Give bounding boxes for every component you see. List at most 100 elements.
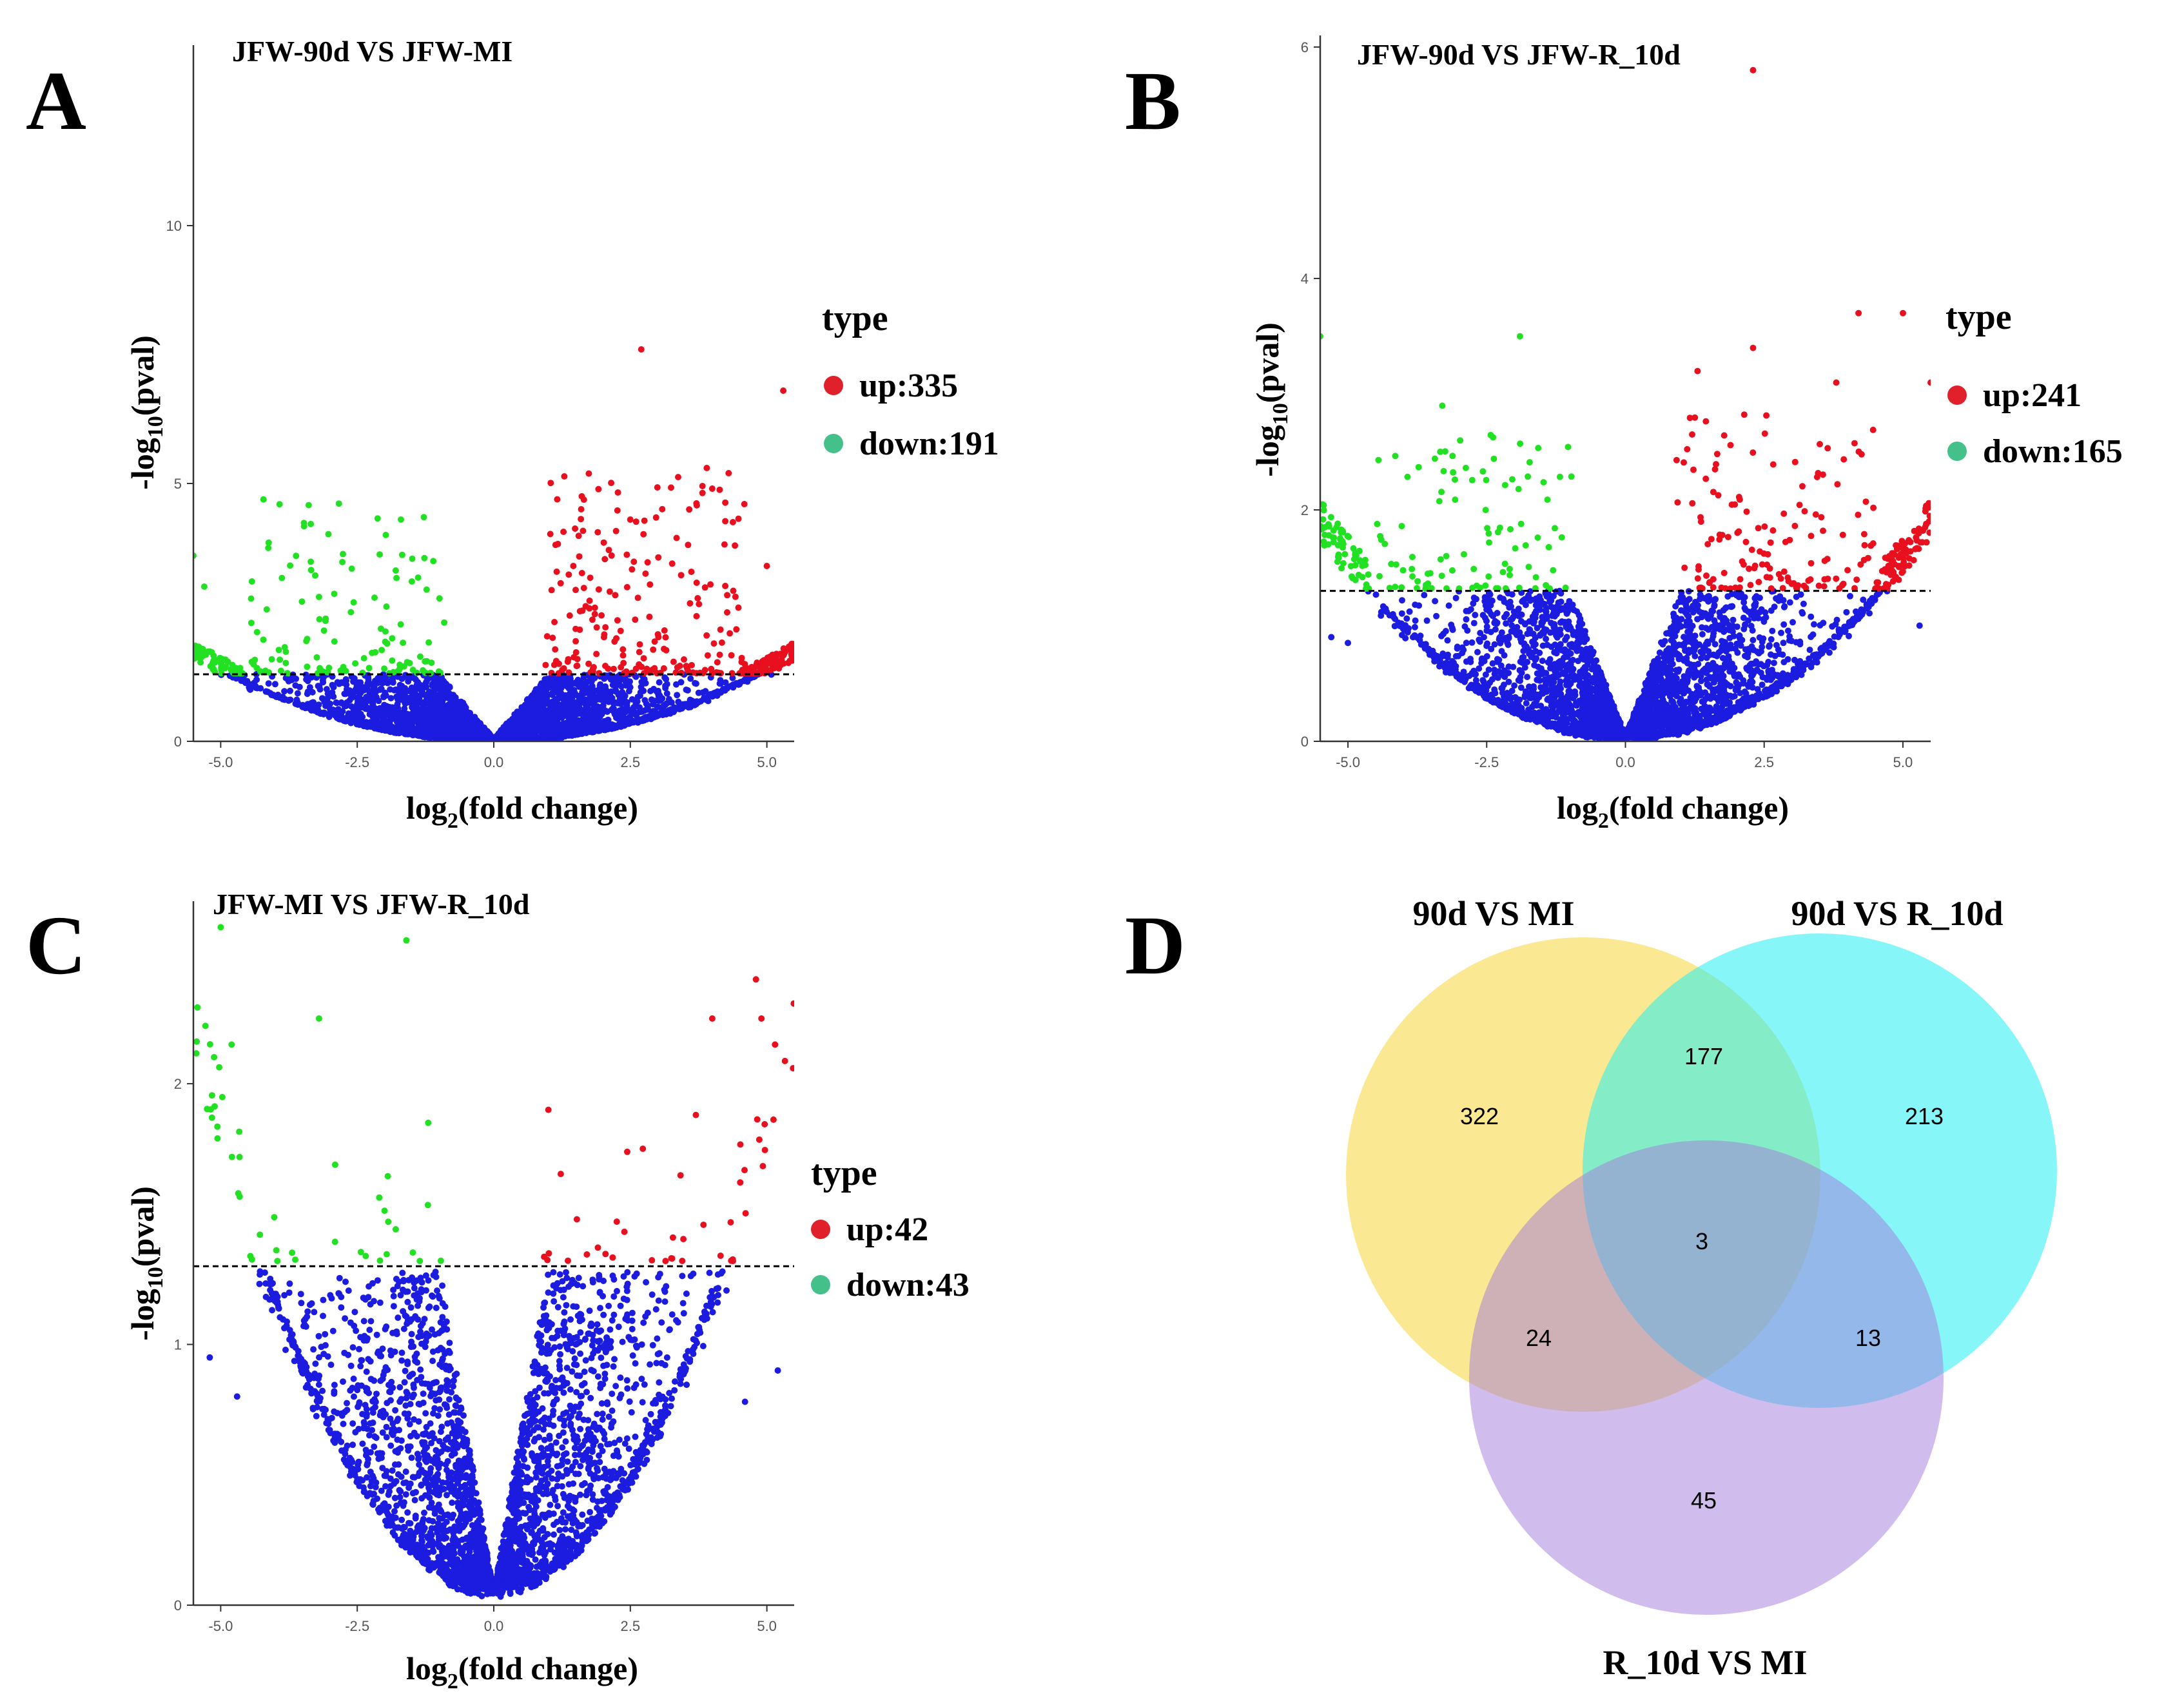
ns-point <box>663 708 670 715</box>
down-point <box>304 663 311 670</box>
ns-point <box>1742 622 1749 629</box>
ns-point <box>387 686 394 693</box>
up-point <box>693 502 700 509</box>
up-point <box>623 551 630 558</box>
ns-point <box>1546 598 1554 605</box>
ns-point <box>279 694 286 700</box>
down-point <box>316 616 323 623</box>
down-point <box>423 586 430 593</box>
down-point <box>200 652 207 659</box>
ns-point <box>562 677 569 684</box>
up-point <box>703 632 710 639</box>
ns-point <box>595 716 602 723</box>
ns-point <box>451 720 458 727</box>
down-point <box>339 668 346 675</box>
ns-point <box>705 694 711 701</box>
ns-point <box>673 681 679 688</box>
ns-point <box>1465 607 1472 614</box>
ns-point <box>536 734 543 741</box>
up-point <box>632 616 639 623</box>
up-point <box>576 608 583 615</box>
down-point <box>374 515 381 522</box>
ns-point <box>1398 610 1405 617</box>
up-point <box>594 529 601 536</box>
ns-point <box>587 674 594 681</box>
down-point <box>360 655 367 662</box>
up-point <box>614 617 621 624</box>
ns-point <box>285 678 292 685</box>
ns-point <box>1483 653 1490 660</box>
ns-point <box>413 708 420 715</box>
down-point <box>350 599 357 606</box>
up-point <box>566 612 573 619</box>
up-point <box>574 662 581 669</box>
up-point <box>554 540 561 547</box>
ns-point <box>329 681 336 688</box>
ns-point <box>659 703 667 710</box>
up-point <box>542 661 549 668</box>
up-point <box>728 652 735 659</box>
ns-point <box>401 705 408 712</box>
plot-title: JFW-90d VS JFW-MI <box>232 35 512 68</box>
up-point <box>636 649 643 656</box>
ns-point <box>442 721 449 728</box>
ns-point <box>610 709 618 716</box>
ns-point <box>330 693 337 700</box>
up-point <box>593 650 600 658</box>
up-point <box>686 506 693 513</box>
ns-point <box>1477 630 1484 636</box>
ns-point <box>371 687 378 694</box>
ns-point <box>587 708 594 714</box>
ns-point <box>590 697 598 705</box>
ns-point <box>468 723 475 730</box>
down-point <box>339 558 346 565</box>
down-point <box>293 552 300 560</box>
up-point <box>580 585 587 592</box>
ns-point <box>487 736 494 741</box>
up-point <box>593 624 600 631</box>
ns-point <box>1454 645 1461 652</box>
ns-point <box>377 685 384 692</box>
up-point <box>608 480 615 487</box>
ns-point <box>431 727 438 734</box>
ns-point <box>1472 612 1479 618</box>
ns-point <box>637 689 644 696</box>
ns-point <box>391 704 398 711</box>
ns-point <box>438 713 445 720</box>
ns-point <box>354 704 360 711</box>
ns-point <box>342 717 349 725</box>
up-point <box>642 570 649 577</box>
down-point <box>376 551 383 558</box>
down-point <box>262 667 269 674</box>
up-point <box>725 470 732 476</box>
up-point <box>662 634 669 641</box>
up-point <box>694 595 701 601</box>
up-point <box>618 664 625 671</box>
ns-point <box>1378 612 1385 619</box>
ns-point <box>1432 598 1439 605</box>
ns-point <box>1423 617 1430 624</box>
ns-point <box>387 695 395 702</box>
ns-point <box>1752 602 1759 609</box>
ns-point <box>359 714 366 720</box>
ns-point <box>398 688 405 695</box>
ns-point <box>427 734 434 741</box>
ns-point <box>1677 607 1684 614</box>
ns-point <box>643 716 650 723</box>
ns-point <box>619 706 627 713</box>
ns-point <box>420 720 427 727</box>
down-point <box>248 578 255 585</box>
ns-point <box>321 698 328 705</box>
down-point <box>277 656 284 663</box>
ns-point <box>616 712 623 719</box>
ns-point <box>556 726 563 733</box>
up-point <box>559 667 566 674</box>
up-point <box>737 670 745 677</box>
ns-point <box>435 703 442 710</box>
data-points <box>1320 66 1931 741</box>
up-point <box>557 580 564 587</box>
down-point <box>424 658 431 665</box>
up-point <box>585 660 592 667</box>
up-point <box>651 638 658 645</box>
